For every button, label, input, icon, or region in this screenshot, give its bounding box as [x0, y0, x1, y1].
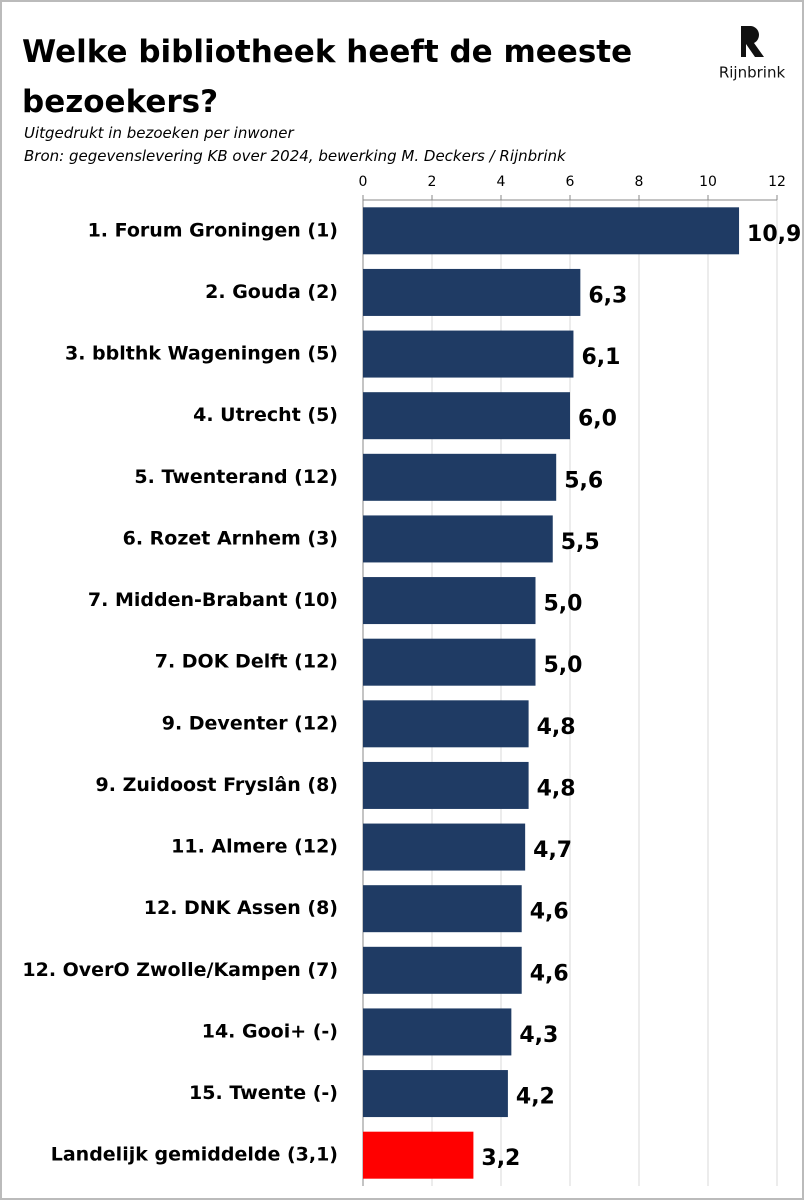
bar	[363, 515, 553, 563]
bar	[363, 268, 581, 316]
value-label: 6,1	[581, 345, 620, 370]
bar	[363, 946, 522, 994]
value-label: 4,3	[519, 1023, 558, 1048]
value-label: 4,2	[516, 1085, 555, 1110]
x-tick-label: 4	[497, 174, 506, 190]
value-label: 3,2	[481, 1146, 520, 1171]
value-label: 5,6	[564, 468, 603, 493]
y-tick-label: 5. Twenterand (12)	[134, 466, 338, 488]
bar	[363, 392, 570, 440]
y-tick-label: 9. Deventer (12)	[162, 712, 338, 734]
value-label: 6,3	[588, 283, 627, 308]
y-tick-label: 7. DOK Delft (12)	[155, 651, 338, 673]
bar	[363, 1008, 512, 1056]
chart-title: Welke bibliotheek heeft de meeste bezoek…	[22, 34, 633, 120]
value-label: 4,8	[537, 776, 576, 801]
y-tick-label: 15. Twente (-)	[189, 1082, 338, 1104]
value-label: 4,8	[537, 715, 576, 740]
logo-icon	[741, 26, 764, 57]
x-tick-label: 8	[635, 174, 644, 190]
y-tick-label: 6. Rozet Arnhem (3)	[123, 527, 338, 549]
bar	[363, 1131, 474, 1179]
y-tick-label: 3. bblthk Wageningen (5)	[65, 343, 338, 365]
bar	[363, 453, 557, 501]
x-tick-label: 12	[768, 174, 786, 190]
bar	[363, 823, 526, 871]
x-tick-label: 2	[428, 174, 437, 190]
bar	[363, 577, 536, 625]
bar	[363, 638, 536, 686]
y-tick-label: 14. Gooi+ (-)	[202, 1020, 338, 1042]
y-tick-label: 9. Zuidoost Fryslân (8)	[96, 774, 338, 796]
y-tick-label: 11. Almere (12)	[171, 836, 338, 858]
value-label: 10,9	[747, 222, 801, 247]
x-tick-label: 0	[359, 174, 368, 190]
y-tick-label: 4. Utrecht (5)	[193, 404, 338, 426]
value-label: 4,6	[530, 961, 569, 986]
y-tick-label: Landelijk gemiddelde (3,1)	[51, 1144, 338, 1166]
bar	[363, 761, 529, 809]
bar	[363, 207, 740, 255]
value-label: 5,0	[544, 653, 583, 678]
value-label: 5,5	[561, 530, 600, 555]
value-label: 6,0	[578, 407, 617, 432]
x-tick-label: 10	[699, 174, 717, 190]
bar	[363, 700, 529, 748]
y-tick-label: 1. Forum Groningen (1)	[88, 219, 338, 241]
logo-text: Rijnbrink	[719, 64, 786, 82]
bar	[363, 330, 574, 378]
value-label: 4,6	[530, 900, 569, 925]
subtitle: Uitgedrukt in bezoeken per inwoner	[24, 124, 294, 142]
y-tick-label: 2. Gouda (2)	[205, 281, 338, 303]
source: Bron: gegevenslevering KB over 2024, bew…	[24, 147, 566, 165]
bar	[363, 885, 522, 933]
value-label: 5,0	[544, 592, 583, 617]
x-tick-label: 6	[566, 174, 575, 190]
value-label: 4,7	[533, 838, 572, 863]
y-tick-label: 12. DNK Assen (8)	[144, 897, 338, 919]
bar	[363, 1070, 508, 1118]
y-tick-label: 7. Midden-Brabant (10)	[88, 589, 338, 611]
y-tick-label: 12. OverO Zwolle/Kampen (7)	[22, 959, 338, 981]
